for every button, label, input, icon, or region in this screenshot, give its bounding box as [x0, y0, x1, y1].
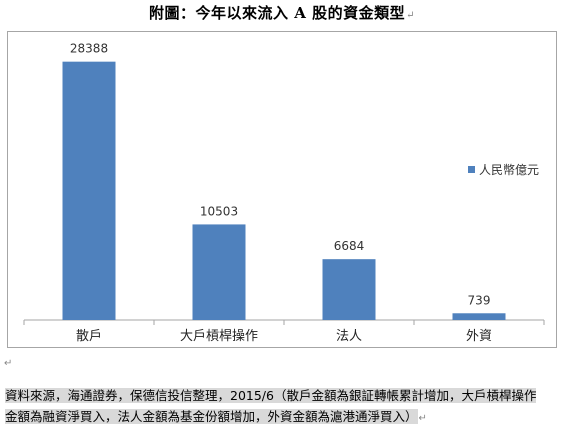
chart-frame: 28388 散戶 10503 大戶槓桿操作 6684 法人 739 外資 人民幣億元 [7, 31, 557, 348]
source-note-line-2: 金額為融資淨買入，法人金額為基金份額增加，外資金額為滬港通淨買入） [5, 409, 418, 424]
source-note-line-1: 資料來源，海通證券，保德信投信整理，2015/6（散戶金額為銀証轉帳累計增加，大… [5, 388, 537, 403]
bar [62, 61, 116, 321]
data-label: 28388 [70, 42, 108, 56]
bar-chart: 28388 散戶 10503 大戶槓桿操作 6684 法人 739 外資 人民幣億元 [23, 42, 545, 344]
legend-swatch [468, 166, 475, 173]
source-note: 資料來源，海通證券，保德信投信整理，2015/6（散戶金額為銀証轉帳累計增加，大… [5, 385, 560, 429]
x-tick-label: 外資 [466, 329, 492, 344]
paragraph-mark: ↵ [418, 413, 427, 424]
data-label: 6684 [334, 239, 365, 253]
x-tick-label: 大戶槓桿操作 [180, 328, 258, 344]
bar [322, 259, 376, 320]
paragraph-mark: ↵ [4, 358, 13, 369]
bar [452, 313, 506, 320]
bar [192, 224, 246, 320]
data-label: 10503 [200, 204, 238, 218]
chart-title: 附圖：今年以來流入 A 股的資金類型↵ [0, 3, 564, 26]
data-label: 739 [468, 293, 491, 307]
chart-title-text: 附圖：今年以來流入 A 股的資金類型 [149, 4, 406, 22]
x-tick-label: 散戶 [76, 329, 102, 344]
x-tick-label: 法人 [336, 329, 362, 344]
legend-label: 人民幣億元 [479, 163, 539, 177]
paragraph-mark: ↵ [406, 10, 415, 21]
